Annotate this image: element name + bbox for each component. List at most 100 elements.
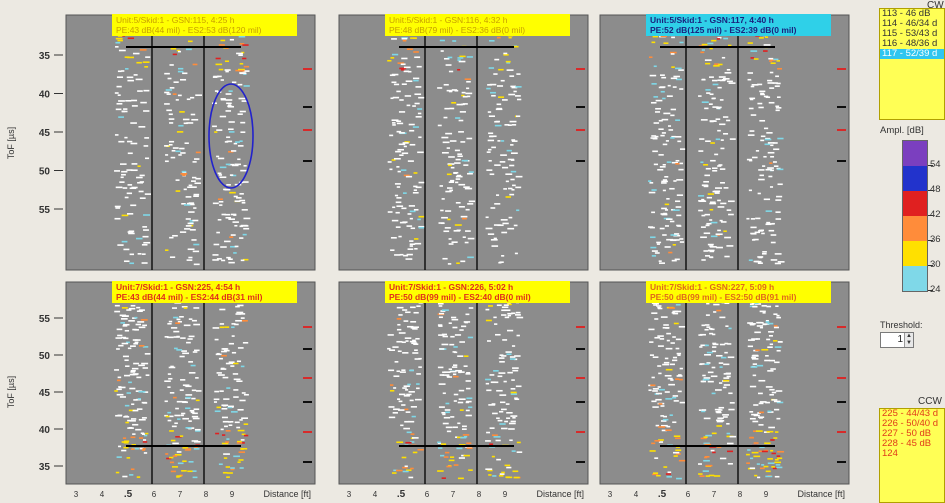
scan-echo [657,307,663,310]
scan-echo [140,432,145,435]
scan-echo [411,437,419,439]
scan-echo [707,42,714,45]
scan-echo [121,214,129,217]
scan-echo [169,236,174,239]
scan-echo [747,322,754,324]
scan-echo [442,141,450,144]
scan-echo [728,408,735,411]
cw-list-item[interactable]: 114 - 46/34 d [882,18,938,29]
scan-echo [460,141,466,143]
scan-echo [710,221,718,224]
scan-echo [662,163,666,166]
scan-echo [671,161,679,164]
scan-echo [121,110,125,113]
scan-panel: Unit:5/Skid:1 - GSN:116, 4:32 hPE:48 dB(… [338,14,589,271]
scan-echo [511,312,516,315]
scan-echo [746,217,750,220]
scan-echo [664,175,669,178]
scan-echo [401,57,408,60]
scan-echo [114,92,119,94]
scan-echo [390,57,395,59]
scan-echo [716,420,723,423]
scan-echo [193,263,200,266]
scan-echo [466,400,472,403]
scan-echo [117,244,124,246]
scan-echo [726,423,730,425]
scan-echo [192,476,198,479]
scan-echo [464,241,469,244]
scan-echo [465,414,472,417]
scan-echo [777,137,784,140]
scan-echo [449,343,455,346]
x-tick-label: 6 [152,490,157,499]
scan-echo [717,165,722,167]
scan-echo [185,218,191,220]
scan-echo [184,384,188,387]
scan-echo [670,379,674,381]
scan-echo [114,134,119,136]
cw-list-item[interactable]: 116 - 48/36 d [882,38,938,49]
ccw-list-item[interactable]: 228 - 45 dB [882,438,932,449]
scan-echo [659,227,665,230]
scan-echo [226,438,230,440]
scan-echo [723,377,730,379]
ccw-list-item[interactable]: 226 - 50/40 d [882,418,938,429]
x-tick-label: 8 [204,490,209,499]
scan-echo [392,206,396,209]
scan-echo [726,245,734,247]
scan-echo [652,388,659,390]
ccw-list-item[interactable]: 227 - 50 dB [882,428,932,439]
y-tick-label: 35 [39,51,51,62]
scan-echo [722,78,730,80]
scan-echo [404,420,410,423]
scan-echo [719,366,723,368]
threshold-spinner[interactable]: ▲ ▼ [904,333,913,347]
scan-echo [700,161,704,164]
scan-echo [171,307,177,309]
scan-echo [230,365,235,367]
scan-echo [183,188,187,191]
scan-echo [135,323,142,326]
scan-echo [764,143,771,146]
ccw-list-title: CCW [918,396,942,407]
scan-echo [654,336,661,339]
scan-echo [665,140,669,142]
scan-echo [770,241,776,244]
scan-echo [165,453,169,455]
ccw-list-item[interactable]: 225 - 44/43 d [882,408,938,419]
scan-echo [170,365,174,368]
scan-echo [456,229,461,232]
scan-echo [659,338,665,340]
scan-echo [414,358,421,360]
scan-echo [406,48,413,51]
cw-scan-list[interactable]: 113 - 46 dB 114 - 46/34 d 115 - 53/43 d 116… [879,8,945,120]
scan-echo [233,214,237,216]
cw-list-item[interactable]: 117 - 52/39 d [880,49,944,59]
scan-echo [777,183,783,186]
scan-echo [243,423,249,425]
scan-echo [188,184,193,187]
ccw-list-item[interactable]: 124 [882,448,898,459]
cw-list-item[interactable]: 113 - 46 dB [882,8,931,19]
scan-echo [125,365,130,368]
scan-echo [136,61,142,64]
scan-echo [501,306,509,309]
scan-echo [703,442,710,445]
x-tick-label: 3 [74,490,79,499]
scan-echo [512,416,516,419]
scan-echo [183,324,191,327]
scan-echo [461,103,465,106]
cw-list-item[interactable]: 115 - 53/43 d [882,28,938,39]
scan-echo [417,151,424,154]
scan-echo [660,316,668,318]
scan-echo [237,408,244,411]
scan-echo [191,176,197,179]
scan-echo [755,303,762,305]
scan-echo [396,328,402,331]
scan-echo [456,436,463,439]
scan-echo [656,474,661,477]
scan-echo [404,141,410,143]
scan-echo [465,401,470,404]
ccw-scan-list[interactable]: 225 - 44/43 d 226 - 50/40 d 227 - 50 dB 228… [879,408,945,503]
scan-echo [726,450,734,453]
